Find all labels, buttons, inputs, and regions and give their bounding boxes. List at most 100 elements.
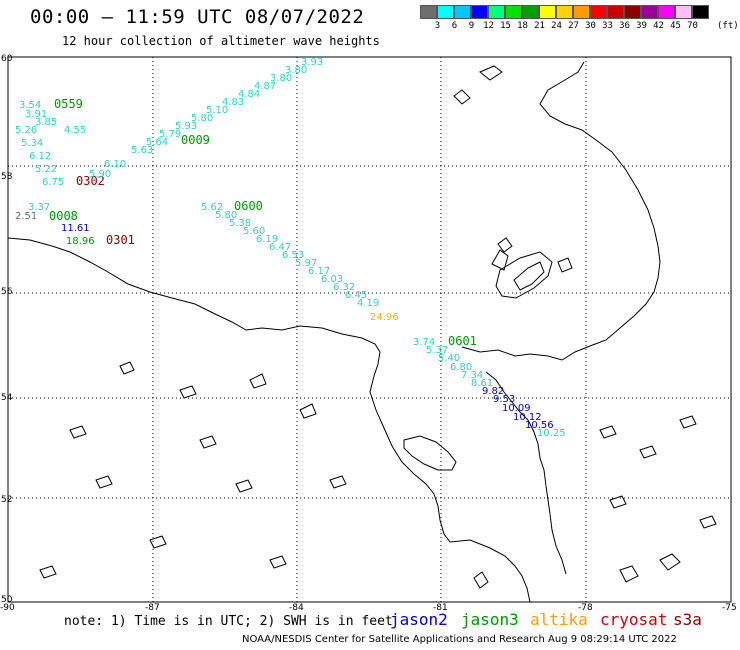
colorbar-tick-label: 36 [619, 21, 630, 31]
colorbar-swatch [573, 5, 590, 19]
lat-label-52: 52 [1, 495, 12, 505]
colorbar-swatch [675, 5, 692, 19]
wave-height-value: 6.53 [282, 250, 304, 261]
island-east-5 [609, 495, 627, 509]
page-title: 00:00 — 11:59 UTC 08/07/2022 [30, 6, 365, 28]
island-mid-1 [497, 237, 513, 253]
wave-height-value: 7.34 [461, 370, 483, 381]
colorbar-tick-label: 45 [670, 21, 681, 31]
wave-height-value: 5.37 [426, 345, 448, 356]
colorbar-unit: (ft) [717, 21, 739, 31]
island-west-3 [249, 373, 267, 389]
colorbar-tick-label: 24 [551, 21, 562, 31]
island-west-8 [235, 479, 253, 493]
belcher-islands-2 [513, 261, 545, 291]
colorbar [420, 5, 709, 19]
wave-height-value: 9.53 [493, 394, 515, 405]
wave-height-value: 6.47 [269, 242, 291, 253]
colorbar-swatch [522, 5, 539, 19]
wave-height-value: 4.84 [238, 89, 260, 100]
wave-height-value: 10.12 [513, 412, 542, 423]
satellite-legend-jason2: jason2 [390, 610, 448, 629]
lat-label-54: 54 [1, 393, 13, 403]
lon-label-75: -75 [722, 603, 737, 613]
hudson-bay-south-coast [7, 237, 531, 603]
wave-height-value: 6.10 [104, 159, 126, 170]
colorbar-tick-label: 42 [653, 21, 664, 31]
colorbar-tick-label: 39 [636, 21, 647, 31]
lon-label-90: -90 [0, 603, 15, 613]
wave-height-value: 5.64 [146, 137, 168, 148]
colorbar-swatch [454, 5, 471, 19]
belcher-islands-3 [491, 249, 509, 271]
wave-height-value: 6.03 [321, 274, 343, 285]
wave-height-value: 5.63 [131, 145, 153, 156]
wave-height-value: 24.96 [370, 312, 399, 323]
wave-height-value: 3.85 [35, 117, 57, 128]
pass-label: 0009 [181, 133, 210, 147]
wave-height-value: 4.83 [222, 97, 244, 108]
wave-height-value: 5.62 [201, 202, 223, 213]
coastline [7, 61, 717, 603]
wave-height-value: 11.61 [61, 223, 90, 234]
colorbar-tick-label: 3 [434, 21, 441, 31]
colorbar-tick-label: 27 [568, 21, 579, 31]
pass-label: 0559 [54, 97, 83, 111]
wave-height-value: 4.55 [64, 125, 86, 136]
wave-height-value: 5.79 [159, 129, 181, 140]
colorbar-swatch [590, 5, 607, 19]
wave-height-value: 2.51 [15, 211, 37, 222]
island-east-3 [679, 415, 697, 429]
wave-height-value: 6.19 [256, 234, 278, 245]
wave-height-value: 5.26 [15, 125, 37, 136]
island-west-11 [269, 555, 287, 569]
colorbar-tick-label: 30 [585, 21, 596, 31]
island-south-3 [659, 553, 681, 571]
wave-height-value: 3.80 [270, 73, 292, 84]
satellite-legend-s3a: s3a [673, 610, 702, 629]
belcher-islands-1 [495, 251, 553, 299]
colorbar-tick-label: 9 [468, 21, 475, 31]
pass-label: 0301 [106, 233, 135, 247]
colorbar-swatch [624, 5, 641, 19]
wave-height-value: 3.80 [285, 65, 307, 76]
wave-height-value: 5.97 [295, 258, 317, 269]
pass-label: 0601 [448, 334, 477, 348]
wave-height-value: 6.17 [308, 266, 330, 277]
footnote: note: 1) Time is in UTC; 2) SWH is in fe… [64, 614, 393, 629]
pass-label: 0302 [76, 174, 105, 188]
colorbar-swatch [641, 5, 658, 19]
james-bay-east-coast [485, 371, 567, 575]
island-west-10 [149, 535, 167, 549]
quebec-east-coast [461, 61, 661, 361]
wave-height-value: 10.56 [525, 420, 554, 431]
island-west-1 [119, 361, 135, 375]
wave-height-value: 10.25 [537, 428, 566, 439]
island-east-2 [639, 445, 657, 459]
colorbar-swatch [556, 5, 573, 19]
colorbar-swatch [539, 5, 556, 19]
colorbar-swatch [607, 5, 624, 19]
wave-height-value: 6.45 [345, 290, 367, 301]
wave-height-value: 5.93 [175, 121, 197, 132]
wave-height-value: 3.54 [19, 100, 41, 111]
wave-height-value: 6.32 [333, 282, 355, 293]
wave-height-value: 4.87 [254, 81, 276, 92]
wave-height-value: 6.12 [29, 151, 51, 162]
wave-height-value: 18.96 [66, 236, 95, 247]
island-west-5 [199, 435, 217, 449]
wave-height-value: 5.10 [206, 105, 228, 116]
wave-height-value: 5.38 [229, 218, 251, 229]
wave-height-value: 10.09 [502, 403, 531, 414]
akimiski-island [403, 435, 457, 471]
wave-height-value: 3.91 [25, 109, 47, 120]
colorbar-swatch [420, 5, 437, 19]
wave-height-value: 5.60 [243, 226, 265, 237]
colorbar-swatch [692, 5, 709, 19]
wave-height-value: 5.80 [215, 210, 237, 221]
wave-height-value: 5.90 [89, 169, 111, 180]
wave-height-value: 4.19 [357, 298, 379, 309]
graticule [8, 57, 731, 602]
island-mid-2 [557, 257, 573, 273]
